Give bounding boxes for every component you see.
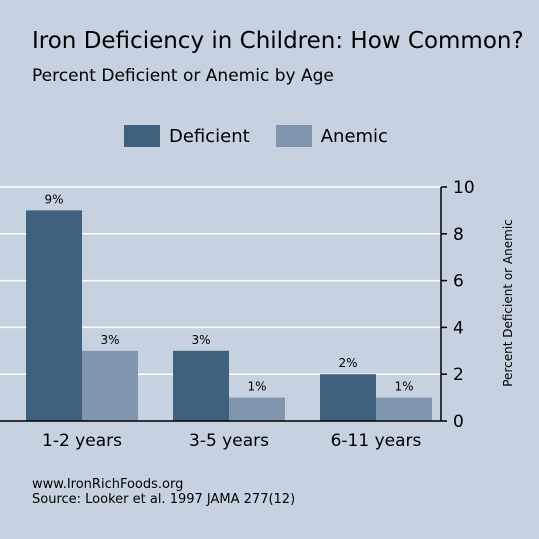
x-tick-label-0: 1-2 years [42, 431, 122, 451]
data-label-anemic-1: 1% [247, 380, 266, 394]
data-label-deficient-0: 9% [44, 192, 63, 206]
footer: www.IronRichFoods.org Source: Looker et … [32, 477, 295, 507]
y-tick-label-2: 4 [453, 318, 464, 338]
footer-url: www.IronRichFoods.org [32, 477, 184, 492]
bar-anemic-2 [376, 397, 432, 421]
legend-label-deficient: Deficient [169, 125, 250, 147]
data-label-anemic-0: 3% [100, 333, 119, 347]
legend-swatch-anemic [275, 125, 312, 147]
footer-source: Source: Looker et al. 1997 JAMA 277(12) [32, 492, 296, 507]
legend-item-anemic: Anemic [275, 125, 388, 147]
bar-anemic-1 [229, 397, 285, 421]
y-tick-label-5: 10 [453, 178, 475, 198]
data-label-deficient-1: 3% [191, 333, 210, 347]
data-label-deficient-2: 2% [338, 356, 357, 370]
y-tick-label-1: 2 [453, 365, 464, 385]
y-tick-label-3: 6 [453, 272, 464, 292]
bar-deficient-2 [320, 374, 376, 421]
bar-deficient-1 [173, 350, 229, 421]
y-tick-label-0: 0 [453, 412, 464, 432]
bar-anemic-0 [82, 350, 138, 421]
data-label-anemic-2: 1% [394, 380, 413, 394]
y-tick-label-4: 8 [453, 225, 464, 245]
chart-subtitle: Percent Deficient or Anemic by Age [32, 66, 334, 86]
y-axis-label: Percent Deficient or Anemic [501, 219, 515, 387]
legend-label-anemic: Anemic [320, 125, 388, 147]
x-tick-label-2: 6-11 years [331, 431, 422, 451]
bar-deficient-0 [26, 210, 82, 421]
chart-title: Iron Deficiency in Children: How Common? [32, 28, 524, 54]
legend: Deficient Anemic [124, 125, 414, 147]
legend-swatch-deficient [124, 125, 160, 147]
x-tick-label-1: 3-5 years [189, 431, 269, 451]
legend-item-deficient: Deficient [124, 125, 250, 147]
